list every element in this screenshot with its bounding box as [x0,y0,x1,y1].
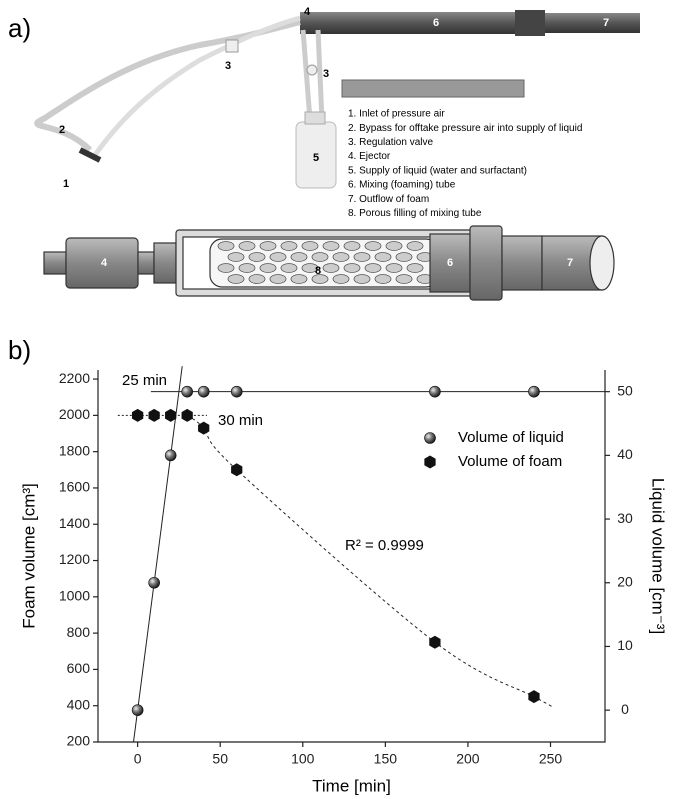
y-tick-label: 2000 [59,406,90,422]
schematic [44,226,614,300]
panel-label: b) [8,335,31,365]
y-tick-label: 200 [67,733,91,749]
photo-label: 5 [313,152,319,164]
data-point [165,409,176,422]
y2-tick-label: 50 [617,382,633,398]
x-tick-label: 250 [539,751,563,767]
fit-line [134,366,183,742]
x-axis-title: Time [min] [312,776,391,795]
data-point [149,409,160,422]
photo-label: 2 [59,124,65,136]
y2-tick-label: 40 [617,446,633,462]
data-point [429,636,440,649]
y2-axis-title: Liquid volume [cm⁻³] [649,478,668,634]
y-tick-label: 800 [67,624,91,640]
legend-marker [425,433,436,444]
x-tick-label: 200 [456,751,480,767]
y-tick-label: 400 [67,696,91,712]
y-tick-label: 2200 [59,370,90,386]
x-tick-label: 0 [134,751,142,767]
data-point [182,409,193,422]
y2-tick-label: 10 [617,637,633,653]
schematic-label: 4 [101,257,108,269]
page: { "panel_a": { "label": "a)", "photo_lab… [0,0,673,799]
legend-item: 7. Outflow of foam [348,194,429,205]
legend-label: Volume of liquid [458,429,564,446]
x-tick-label: 50 [212,751,228,767]
legend-label: Volume of foam [458,453,562,470]
y-tick-label: 1200 [59,551,90,567]
data-point [132,409,143,422]
x-tick-label: 150 [374,751,398,767]
schematic-label: 6 [447,257,453,269]
data-point [231,386,242,397]
data-point [149,577,160,588]
annotation: 25 min [122,372,167,389]
figure: a) 1 2 3 3 4 5 6 7 1. Inlet of pressure air 2. B… [0,0,673,799]
y2-tick-label: 30 [617,510,633,526]
data-point [165,450,176,461]
legend-marker [424,456,435,469]
data-point [182,386,193,397]
x-tick-label: 100 [291,751,315,767]
y-tick-label: 1000 [59,588,90,604]
schematic-label: 8 [315,265,321,277]
data-point [528,386,539,397]
data-point [132,705,143,716]
legend-item: 2. Bypass for offtake pressure air into … [348,123,582,134]
data-point [528,690,539,703]
panel-label: a) [8,13,31,43]
photo-label: 6 [433,17,439,29]
photo [37,10,640,188]
y-tick-label: 1400 [59,515,90,531]
photo-label: 3 [225,60,231,72]
legend-item: 8. Porous filling of mixing tube [348,208,482,219]
photo-label: 4 [304,6,311,18]
data-point [231,463,242,476]
data-point [429,386,440,397]
y-tick-label: 600 [67,660,91,676]
y-axis-title: Foam volume [cm³] [19,483,38,628]
photo-label: 3 [323,68,329,80]
photo-label: 7 [603,17,609,29]
legend-item: 4. Ejector [348,151,391,162]
y-tick-label: 1600 [59,479,90,495]
legend-item: 1. Inlet of pressure air [348,109,445,120]
y2-tick-label: 0 [621,701,629,717]
annotation: 30 min [218,412,263,429]
photo-label: 1 [63,178,69,190]
legend-item: 5. Supply of liquid (water and surfactan… [348,165,527,176]
y2-tick-label: 20 [617,573,633,589]
legend-item: 6. Mixing (foaming) tube [348,180,456,191]
data-point [198,386,209,397]
y-tick-label: 1800 [59,442,90,458]
schematic-label: 7 [567,257,573,269]
legend-item: 3. Regulation valve [348,137,433,148]
data-point [198,422,209,435]
annotation: R² = 0.9999 [345,537,424,554]
